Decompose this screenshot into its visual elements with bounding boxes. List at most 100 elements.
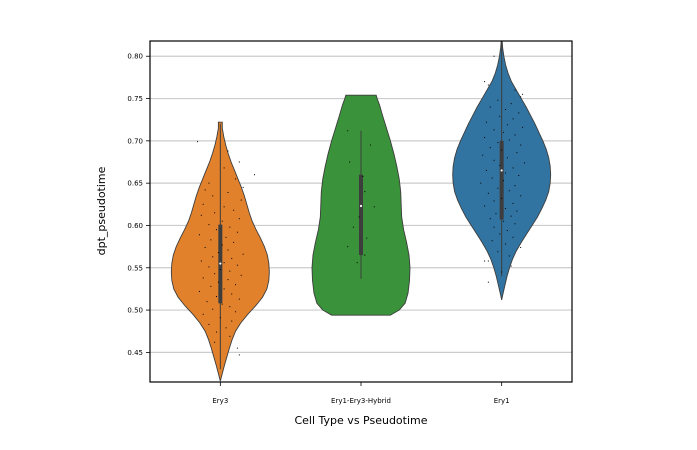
data-point xyxy=(514,185,516,187)
data-point xyxy=(364,254,366,256)
y-tick-label: 0.80 xyxy=(127,53,143,61)
data-point xyxy=(210,285,212,287)
data-point xyxy=(504,172,506,174)
data-point xyxy=(504,208,506,210)
data-point xyxy=(216,331,218,333)
data-point xyxy=(216,296,218,298)
data-point xyxy=(497,251,499,253)
data-point xyxy=(219,268,221,270)
data-point xyxy=(349,161,351,163)
data-point xyxy=(238,354,240,356)
data-point xyxy=(238,218,240,220)
data-point xyxy=(240,199,242,201)
x-tick-label: Ery1-Ery3-Hybrid xyxy=(331,397,391,405)
data-point xyxy=(227,191,229,193)
data-point xyxy=(358,216,360,218)
data-point xyxy=(227,249,229,251)
data-point xyxy=(223,288,225,290)
data-point xyxy=(501,271,503,273)
data-point xyxy=(512,236,514,238)
data-point xyxy=(221,303,223,305)
x-axis-label: Cell Type vs Pseudotime xyxy=(294,414,427,427)
data-point xyxy=(200,260,202,262)
data-point xyxy=(497,187,499,189)
data-point xyxy=(240,274,242,276)
data-point xyxy=(518,112,520,114)
data-point xyxy=(217,252,219,254)
data-point xyxy=(522,93,524,95)
data-point xyxy=(506,230,508,232)
data-point xyxy=(223,206,225,208)
data-point xyxy=(487,84,489,86)
data-point xyxy=(231,293,233,295)
data-point xyxy=(508,255,510,257)
data-point xyxy=(235,311,237,313)
data-point xyxy=(231,320,233,322)
median-dot xyxy=(219,262,222,265)
iqr-box xyxy=(499,140,504,220)
data-point xyxy=(487,281,489,283)
data-point xyxy=(227,150,229,152)
data-point xyxy=(352,226,354,228)
data-point xyxy=(520,96,522,98)
y-tick-label: 0.65 xyxy=(127,180,143,188)
data-point xyxy=(229,270,231,272)
data-point xyxy=(197,141,199,143)
data-point xyxy=(364,191,366,193)
data-point xyxy=(370,144,371,146)
data-point xyxy=(233,209,235,211)
x-tick-label: Ery3 xyxy=(212,397,228,405)
data-point xyxy=(216,229,218,231)
data-point xyxy=(212,256,214,258)
data-point xyxy=(235,284,237,286)
data-point xyxy=(221,244,223,246)
data-point xyxy=(482,154,484,156)
data-point xyxy=(356,262,358,264)
data-point xyxy=(508,139,510,141)
data-point xyxy=(501,197,503,199)
data-point xyxy=(520,195,522,197)
data-point xyxy=(522,126,524,128)
data-point xyxy=(489,218,491,220)
data-point xyxy=(491,240,493,242)
data-point xyxy=(484,260,486,262)
data-point xyxy=(219,317,221,319)
y-tick-label: 0.50 xyxy=(127,307,143,315)
data-point xyxy=(238,298,240,300)
data-point xyxy=(503,180,505,182)
data-point xyxy=(223,262,225,264)
strip-points xyxy=(197,55,525,356)
data-point xyxy=(208,224,210,226)
data-point xyxy=(208,323,210,325)
data-point xyxy=(208,182,210,184)
data-point xyxy=(242,253,244,255)
data-point xyxy=(501,149,503,151)
data-point xyxy=(227,279,229,281)
data-point xyxy=(242,186,244,188)
data-point xyxy=(510,215,512,217)
data-point xyxy=(516,152,518,154)
data-point xyxy=(225,327,227,329)
data-point xyxy=(206,301,208,303)
data-point xyxy=(493,226,495,228)
data-point xyxy=(238,161,240,163)
data-point xyxy=(198,290,200,292)
data-point xyxy=(200,214,202,216)
data-point xyxy=(514,134,516,136)
data-point xyxy=(229,306,231,308)
data-point xyxy=(214,341,216,343)
data-point xyxy=(225,236,227,238)
data-point xyxy=(235,178,237,180)
median-dot xyxy=(359,204,363,208)
y-tick-label: 0.55 xyxy=(127,264,143,272)
data-point xyxy=(236,231,238,233)
data-point xyxy=(508,190,510,192)
inner-boxes xyxy=(218,41,504,370)
data-point xyxy=(202,313,204,315)
data-point xyxy=(484,136,486,138)
data-point xyxy=(504,109,506,111)
data-point xyxy=(523,162,525,164)
data-point xyxy=(510,265,512,267)
data-point xyxy=(366,237,368,239)
